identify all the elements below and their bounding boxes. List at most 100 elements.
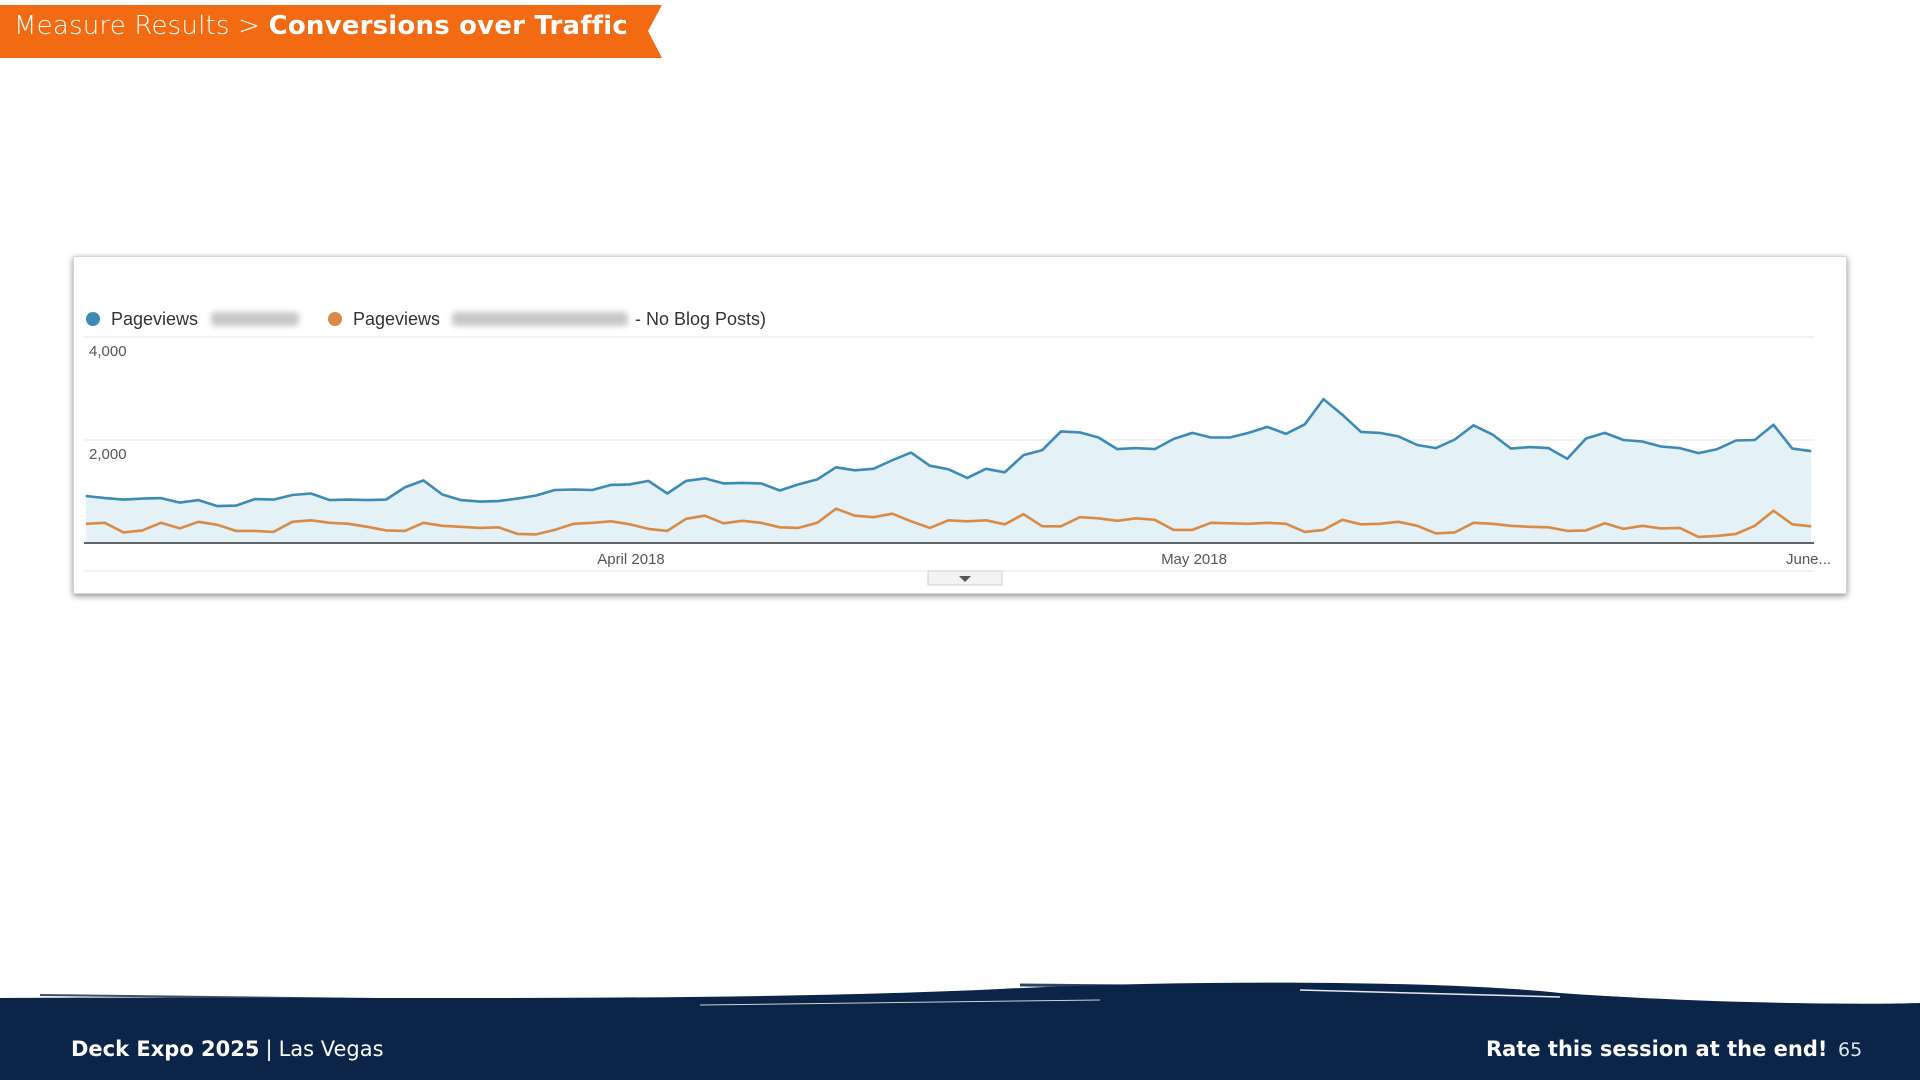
series-1-point-17 — [404, 486, 406, 488]
series-1-point-87 — [1716, 448, 1718, 450]
series-2-point-22 — [497, 526, 500, 528]
series-2-point-81 — [1604, 522, 1606, 524]
series-2-point-4 — [160, 522, 162, 524]
series-1-point-39 — [816, 478, 818, 480]
series-1-point-49 — [1004, 471, 1006, 473]
series-2-point-90 — [1772, 510, 1775, 512]
series-2-point-0 — [85, 523, 87, 525]
series-2-point-5 — [179, 527, 181, 529]
series-2-point-64 — [1285, 523, 1287, 525]
series-2-point-91 — [1791, 523, 1793, 525]
series-2-point-49 — [1004, 523, 1006, 525]
x-tick-june: June... — [1786, 551, 1831, 568]
series-2-point-47 — [966, 520, 968, 522]
legend-dot-series-2 — [328, 312, 342, 326]
series-1-point-43 — [891, 459, 893, 461]
series-1-point-4 — [160, 497, 162, 499]
series-1-point-10 — [272, 499, 275, 501]
series-1-point-15 — [366, 499, 368, 501]
series-1-point-78 — [1547, 447, 1550, 449]
series-1-point-60 — [1210, 436, 1212, 439]
series-2-point-50 — [1022, 513, 1025, 515]
series-1-point-37 — [779, 489, 781, 492]
y-tick-4000: 4,000 — [89, 343, 127, 360]
series-2-point-36 — [760, 522, 762, 524]
series-2-point-46 — [947, 519, 950, 521]
series-1-point-18 — [422, 479, 425, 481]
series-1-point-51 — [1041, 449, 1043, 451]
footer-separator: | — [265, 1037, 273, 1061]
series-1-point-71 — [1416, 444, 1418, 446]
series-1-point-25 — [554, 489, 556, 491]
legend-dot-series-1 — [86, 312, 100, 326]
series-1-point-77 — [1529, 446, 1531, 448]
series-2-point-25 — [554, 529, 556, 531]
series-2-point-59 — [1191, 529, 1193, 531]
series-2-point-19 — [441, 525, 443, 527]
series-1-point-45 — [929, 465, 931, 467]
x-tick-may-2018: May 2018 — [1161, 551, 1227, 568]
series-1-point-75 — [1491, 433, 1493, 435]
page-number: 65 — [1838, 1039, 1863, 1061]
series-1-point-31 — [666, 492, 668, 495]
series-1-area — [86, 399, 1811, 543]
series-2-point-40 — [835, 508, 837, 510]
series-1-point-8 — [235, 505, 237, 507]
pageviews-chart: Pageviews Pageviews - No Blog Posts) 4,0… — [84, 309, 1831, 586]
series-1-point-83 — [1641, 440, 1643, 443]
series-1-point-13 — [329, 499, 331, 501]
series-2-point-30 — [647, 528, 650, 530]
series-2-point-63 — [1266, 522, 1268, 524]
series-2-point-35 — [741, 520, 743, 522]
series-1-point-70 — [1397, 435, 1400, 437]
series-2-point-6 — [197, 521, 200, 523]
series-1-point-59 — [1191, 432, 1193, 434]
series-1-point-38 — [797, 483, 800, 485]
series-1-point-11 — [291, 494, 293, 496]
series-2-point-37 — [779, 526, 781, 528]
series-1-point-35 — [741, 482, 743, 484]
series-1-point-47 — [966, 477, 968, 479]
series-1-point-73 — [1454, 438, 1456, 441]
series-1-point-56 — [1135, 447, 1137, 449]
series-1-point-40 — [835, 466, 837, 468]
series-1-point-82 — [1622, 439, 1625, 441]
series-2-point-82 — [1622, 528, 1625, 530]
series-1-point-63 — [1266, 426, 1268, 428]
series-2-point-74 — [1472, 522, 1475, 524]
series-2-point-65 — [1304, 531, 1306, 533]
series-1-point-12 — [310, 492, 312, 495]
footer-bar — [0, 1014, 1920, 1080]
series-1-point-72 — [1435, 447, 1437, 449]
series-2-point-42 — [872, 516, 875, 518]
series-2-point-77 — [1529, 526, 1531, 528]
series-2-point-48 — [985, 519, 987, 521]
series-1-point-21 — [479, 501, 481, 503]
series-1-point-50 — [1022, 454, 1025, 456]
series-2-point-68 — [1360, 523, 1362, 525]
series-1-point-58 — [1172, 438, 1175, 440]
series-2-point-66 — [1322, 529, 1325, 531]
scroll-handle[interactable] — [927, 570, 1003, 586]
legend-redacted-1 — [211, 312, 299, 326]
series-2-point-17 — [404, 530, 406, 532]
series-1-point-66 — [1322, 398, 1325, 400]
series-2-point-38 — [797, 527, 800, 529]
footer-brush-wave — [0, 982, 1920, 1015]
series-1-point-29 — [629, 483, 631, 485]
series-2-point-24 — [535, 533, 537, 535]
series-2-point-34 — [722, 522, 725, 524]
series-2-point-92 — [1810, 525, 1812, 527]
series-1-point-76 — [1510, 448, 1512, 450]
series-2-point-41 — [854, 515, 856, 517]
series-2-point-54 — [1097, 517, 1100, 519]
series-1-point-16 — [385, 499, 387, 501]
series-2-point-44 — [910, 520, 912, 522]
series-1-point-79 — [1566, 458, 1568, 460]
title-banner — [0, 5, 662, 58]
series-1-point-91 — [1791, 448, 1793, 450]
series-2-point-58 — [1172, 529, 1175, 531]
series-1-point-22 — [497, 500, 500, 502]
series-2-point-78 — [1547, 526, 1550, 528]
series-2-point-32 — [685, 518, 687, 520]
